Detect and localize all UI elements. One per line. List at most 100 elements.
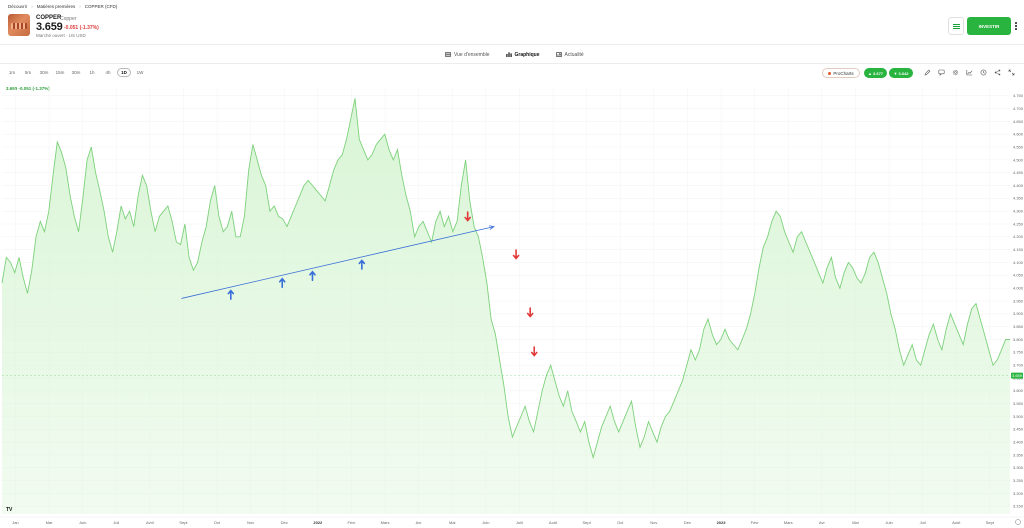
share-icon[interactable] [993,68,1002,77]
timeframe-1D[interactable]: 1D [117,68,131,77]
asset-price: 3.659 [36,21,63,33]
price-chart[interactable]: 4.750 4.700 4.650 4.600 4.550 4.500 4.450 4.400… [0,82,1024,528]
y-axis-label: 3.950 [1013,298,1024,303]
y-axis-label: 4.450 [1013,170,1024,175]
comment-icon[interactable] [937,68,946,77]
x-axis-label: Jan [12,520,18,525]
tab-news[interactable]: Actualité [551,46,589,63]
timeframe-15m[interactable]: 15m [55,70,65,75]
y-axis-label: 4.400 [1013,183,1024,188]
breadcrumb-item[interactable]: Découvrir [8,4,28,9]
y-axis-label: 4.200 [1013,234,1024,239]
x-axis-label: Oct [214,520,221,525]
fullscreen-icon[interactable] [1007,68,1016,77]
x-axis-label: Avr [416,520,423,525]
tradingview-logo: TV [6,507,13,513]
x-axis-label: Mai [449,520,456,525]
last-price-label: 3.659 [1012,373,1023,378]
sell-button[interactable]: ▼ 3.642 [889,68,913,78]
x-axis-label: Sept [179,520,188,525]
up-arrow-icon [358,259,366,270]
timeframe-4h[interactable]: 4h [105,70,111,75]
watchlist-button[interactable] [948,17,964,35]
y-axis-label: 3.400 [1013,440,1024,445]
y-axis-label: 4.600 [1013,132,1024,137]
up-arrow-icon [227,289,235,300]
more-options-icon[interactable] [1013,19,1019,33]
x-axis-label: Juil [920,520,926,525]
x-axis-label: Févr [347,520,356,525]
y-axis-label: 3.150 [1013,504,1024,509]
chart-tools [923,68,1016,77]
x-axis-label: Mars [381,520,390,525]
y-axis-label: 3.800 [1013,337,1024,342]
y-axis-label: 4.100 [1013,260,1024,265]
asset-logo [8,14,30,36]
x-axis-label: Sept [986,520,995,525]
x-axis-label: Juin [79,520,86,525]
breadcrumb-item[interactable]: Matières premières [36,4,76,9]
timeframe-5m[interactable]: 5m [24,70,32,75]
timeframe-1h[interactable]: 1h [89,70,95,75]
tab-label: Actualité [564,51,584,58]
timeframe-1m[interactable]: 1m [8,70,16,75]
down-arrow-icon [512,249,520,260]
x-axis-label: Oct [617,520,624,525]
chart-icon [505,52,512,57]
x-axis-label: Juil [113,520,119,525]
buy-button[interactable]: ▲ 3.677 [864,68,887,78]
y-axis-label: 4.250 [1013,221,1024,226]
market-status: Marché ouvert · US USD [36,33,86,38]
x-axis-label: 2022 [313,520,323,525]
trendline [181,226,494,299]
y-axis-label: 4.000 [1013,286,1024,291]
y-axis-label: 4.150 [1013,247,1024,252]
y-axis-label: 4.550 [1013,144,1024,149]
y-axis-label: 3.350 [1013,452,1024,457]
y-axis-label: 3.600 [1013,388,1024,393]
prochart-label: ProCharts [833,70,854,76]
up-arrow-icon [278,277,286,289]
settings-icon[interactable] [951,68,960,77]
timeframe-selector: 1m 5m 30m 15m 30m 1h 4h 1D 1W [5,68,147,77]
y-axis-label: 4.500 [1013,157,1024,162]
x-axis-label: Nov [650,520,657,525]
x-axis-label: Avr [819,520,826,525]
price-line [1,98,1010,460]
tab-label: Graphique [514,51,540,58]
trendline-arrowhead-icon [488,225,495,230]
y-axis-label: 3.500 [1013,414,1024,419]
x-axis-label: Mar [46,520,54,525]
tab-chart[interactable]: Graphique [500,46,545,64]
x-axis-label: Août [549,520,558,525]
breadcrumb-separator-icon: › [79,4,81,9]
x-axis-label: Déc [281,520,288,525]
y-axis-label: 3.850 [1013,324,1024,329]
list-icon [445,52,451,57]
invest-button[interactable]: INVESTIR [967,17,1011,35]
x-axis-label: Août [952,520,961,525]
news-icon [555,52,562,57]
indicators-icon[interactable] [965,68,974,77]
header-divider [0,44,1024,45]
down-arrow-icon [526,307,534,318]
timeframe-30m[interactable]: 30m [71,70,81,75]
y-axis-label: 4.350 [1013,196,1024,201]
timeframe-1W[interactable]: 1W [136,70,144,75]
tabs-divider [0,63,1024,64]
asset-change: -0.051 (-1.37%) [64,25,99,31]
y-axis-label: 4.650 [1013,119,1024,124]
prochart-button[interactable]: ProCharts [822,68,860,78]
y-axis-label: 4.700 [1013,106,1024,111]
chart-legend: 3.659 -0.051 (-1.37%) [6,86,50,91]
pencil-icon[interactable] [923,68,932,77]
tab-overview[interactable]: Vue d'ensemble [440,46,495,63]
asset-name: Copper [60,15,77,22]
axis-settings-icon [1015,519,1021,525]
y-axis-label: 3.700 [1013,363,1024,368]
clock-icon[interactable] [979,68,988,77]
x-axis-label: Mars [784,520,793,525]
last-price-badge [1011,372,1023,379]
timeframe-30m[interactable]: 30m [39,70,49,75]
